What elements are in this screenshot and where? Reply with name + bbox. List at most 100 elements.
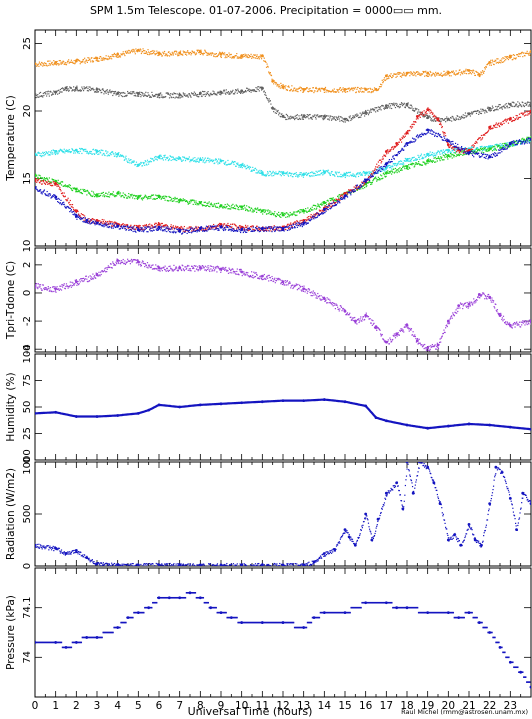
data-dot bbox=[53, 149, 55, 152]
data-dot bbox=[127, 226, 129, 228]
data-dot bbox=[413, 156, 415, 158]
data-dot bbox=[197, 226, 199, 228]
data-dot bbox=[295, 172, 297, 174]
data-dot bbox=[145, 52, 147, 54]
data-dot bbox=[195, 159, 197, 161]
data-dot bbox=[453, 118, 456, 120]
data-dot bbox=[198, 93, 200, 96]
data-dot bbox=[168, 158, 171, 160]
data-dot bbox=[286, 173, 288, 175]
data-dot bbox=[205, 205, 208, 207]
data-dot bbox=[188, 156, 190, 158]
data-dot bbox=[312, 171, 314, 173]
data-dot bbox=[301, 113, 303, 116]
data-dot bbox=[527, 139, 529, 141]
data-dot bbox=[60, 204, 63, 206]
data-dot bbox=[433, 114, 435, 116]
data-dot bbox=[125, 51, 127, 54]
data-dot bbox=[405, 168, 408, 170]
data-dot bbox=[364, 174, 366, 176]
data-dot bbox=[42, 191, 44, 193]
data-dot bbox=[368, 180, 371, 182]
data-dot bbox=[178, 92, 181, 94]
data-dot bbox=[368, 112, 370, 114]
data-dot bbox=[345, 117, 348, 120]
data-dot bbox=[437, 156, 440, 158]
data-dot bbox=[184, 160, 187, 162]
data-dot bbox=[119, 56, 122, 58]
data-dot bbox=[424, 154, 426, 156]
data-dot bbox=[364, 186, 366, 189]
series-cyan-points bbox=[35, 137, 531, 176]
data-dot bbox=[339, 194, 341, 196]
data-dot bbox=[482, 149, 484, 151]
data-dot bbox=[385, 151, 387, 153]
data-point bbox=[529, 101, 531, 105]
data-dot bbox=[479, 146, 481, 148]
data-dot bbox=[327, 200, 329, 202]
data-dot bbox=[38, 189, 41, 191]
data-dot bbox=[413, 166, 415, 168]
data-dot bbox=[56, 183, 58, 185]
data-dot bbox=[111, 225, 113, 227]
data-dot bbox=[395, 144, 398, 146]
data-dot bbox=[456, 115, 458, 117]
data-dot bbox=[493, 149, 495, 151]
data-dot bbox=[248, 168, 251, 170]
data-dot bbox=[95, 90, 97, 93]
data-dot bbox=[367, 109, 369, 111]
data-dot bbox=[416, 117, 419, 119]
data-dot bbox=[305, 117, 307, 119]
data-dot bbox=[462, 116, 464, 118]
data-dot bbox=[167, 54, 169, 57]
data-dot bbox=[128, 226, 130, 228]
data-dot bbox=[125, 228, 128, 231]
data-dot bbox=[529, 112, 531, 114]
data-dot bbox=[248, 56, 250, 59]
data-dot bbox=[343, 89, 345, 91]
data-dot bbox=[452, 116, 454, 118]
data-dot bbox=[60, 91, 62, 93]
data-dot bbox=[75, 89, 77, 92]
data-dot bbox=[291, 214, 294, 216]
data-dot bbox=[145, 91, 147, 93]
data-dot bbox=[286, 225, 288, 227]
data-dot bbox=[258, 228, 260, 230]
data-dot bbox=[39, 91, 42, 94]
data-dot bbox=[74, 187, 76, 190]
data-dot bbox=[451, 147, 453, 149]
data-dot bbox=[339, 176, 341, 178]
data-dot bbox=[80, 147, 82, 150]
data-dot bbox=[360, 87, 362, 89]
data-dot bbox=[205, 205, 207, 208]
data-dot bbox=[149, 53, 151, 55]
data-dot bbox=[415, 75, 417, 77]
data-dot bbox=[526, 103, 528, 106]
data-dot bbox=[493, 110, 495, 112]
data-dot bbox=[84, 221, 86, 223]
data-dot bbox=[76, 209, 79, 211]
data-dot bbox=[294, 118, 296, 121]
data-dot bbox=[402, 105, 404, 107]
data-dot bbox=[214, 53, 216, 55]
data-dot bbox=[79, 150, 81, 152]
data-dot bbox=[413, 109, 415, 112]
data-dot bbox=[476, 74, 479, 76]
data-dot bbox=[282, 84, 284, 86]
data-dot bbox=[371, 181, 373, 184]
data-dot bbox=[523, 138, 526, 140]
data-dot bbox=[104, 154, 106, 157]
data-dot bbox=[333, 88, 335, 90]
data-dot bbox=[427, 155, 430, 157]
data-dot bbox=[60, 62, 62, 64]
data-dot bbox=[41, 95, 43, 97]
data-dot bbox=[292, 211, 295, 213]
data-dot bbox=[263, 90, 265, 92]
data-dot bbox=[83, 190, 85, 192]
data-dot bbox=[386, 107, 388, 109]
data-dot bbox=[280, 84, 282, 87]
data-dot bbox=[338, 199, 340, 201]
data-dot bbox=[87, 222, 90, 224]
data-dot bbox=[302, 118, 305, 120]
data-dot bbox=[226, 164, 228, 166]
